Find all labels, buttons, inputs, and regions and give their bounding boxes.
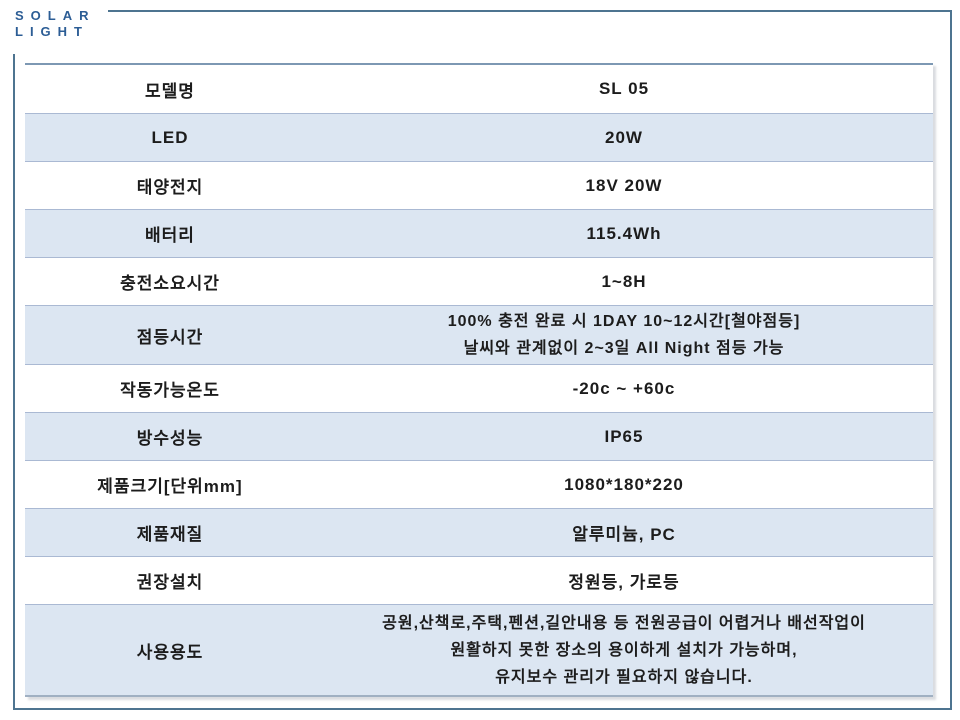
spec-value: -20c ~ +60c: [572, 378, 676, 398]
table-row: 방수성능 IP65: [25, 412, 933, 460]
table-row: 모델명 SL 05: [25, 65, 933, 113]
spec-value: 1080*180*220: [564, 474, 684, 494]
spec-label: 모델명: [145, 81, 195, 101]
spec-label: 점등시간: [136, 327, 204, 347]
spec-value: 1~8H: [601, 271, 647, 291]
solar-light-logo: SOLAR LIGHT: [0, 0, 108, 54]
spec-value: 20W: [605, 127, 643, 147]
table-row: 점등시간 100% 충전 완료 시 1DAY 10~12시간[철야점등] 날씨와…: [25, 305, 933, 364]
page-border-frame: [13, 10, 952, 710]
spec-value: 알루미늄, PC: [572, 525, 676, 544]
table-row: LED 20W: [25, 113, 933, 161]
spec-table: 모델명 SL 05 LED 20W 태양전지 18V 20W 배터리 115.4…: [25, 63, 933, 697]
spec-label: 권장설치: [136, 573, 204, 592]
spec-label: 제품재질: [136, 525, 204, 544]
spec-table-body: 모델명 SL 05 LED 20W 태양전지 18V 20W 배터리 115.4…: [25, 65, 933, 695]
logo-line-light: LIGHT: [15, 24, 89, 39]
spec-label: 방수성능: [136, 429, 204, 448]
spec-label: 충전소요시간: [120, 274, 220, 293]
spec-label: LED: [151, 127, 189, 147]
table-row: 충전소요시간 1~8H: [25, 257, 933, 305]
spec-value: 정원등, 가로등: [568, 573, 680, 592]
spec-value: IP65: [604, 426, 644, 446]
table-row: 작동가능온도 -20c ~ +60c: [25, 364, 933, 412]
spec-label: 제품크기[단위mm]: [97, 477, 243, 496]
spec-label: 태양전지: [136, 178, 204, 197]
spec-value: 115.4Wh: [586, 223, 662, 243]
table-row: 태양전지 18V 20W: [25, 161, 933, 209]
spec-value: 공원,산책로,주택,펜션,길안내용 등 전원공급이 어렵거나 배선작업이 원활하…: [382, 614, 866, 686]
table-row: 사용용도 공원,산책로,주택,펜션,길안내용 등 전원공급이 어렵거나 배선작업…: [25, 604, 933, 695]
spec-value: SL 05: [598, 79, 650, 98]
spec-label: 배터리: [145, 226, 195, 245]
spec-label: 작동가능온도: [120, 381, 220, 400]
spec-value: 100% 충전 완료 시 1DAY 10~12시간[철야점등] 날씨와 관계없이…: [447, 313, 801, 357]
spec-value: 18V 20W: [585, 175, 663, 195]
table-row: 제품크기[단위mm] 1080*180*220: [25, 460, 933, 508]
table-row: 배터리 115.4Wh: [25, 209, 933, 257]
spec-label: 사용용도: [136, 642, 204, 662]
table-row: 제품재질 알루미늄, PC: [25, 508, 933, 556]
table-row: 권장설치 정원등, 가로등: [25, 556, 933, 604]
logo-line-solar: SOLAR: [15, 8, 96, 23]
